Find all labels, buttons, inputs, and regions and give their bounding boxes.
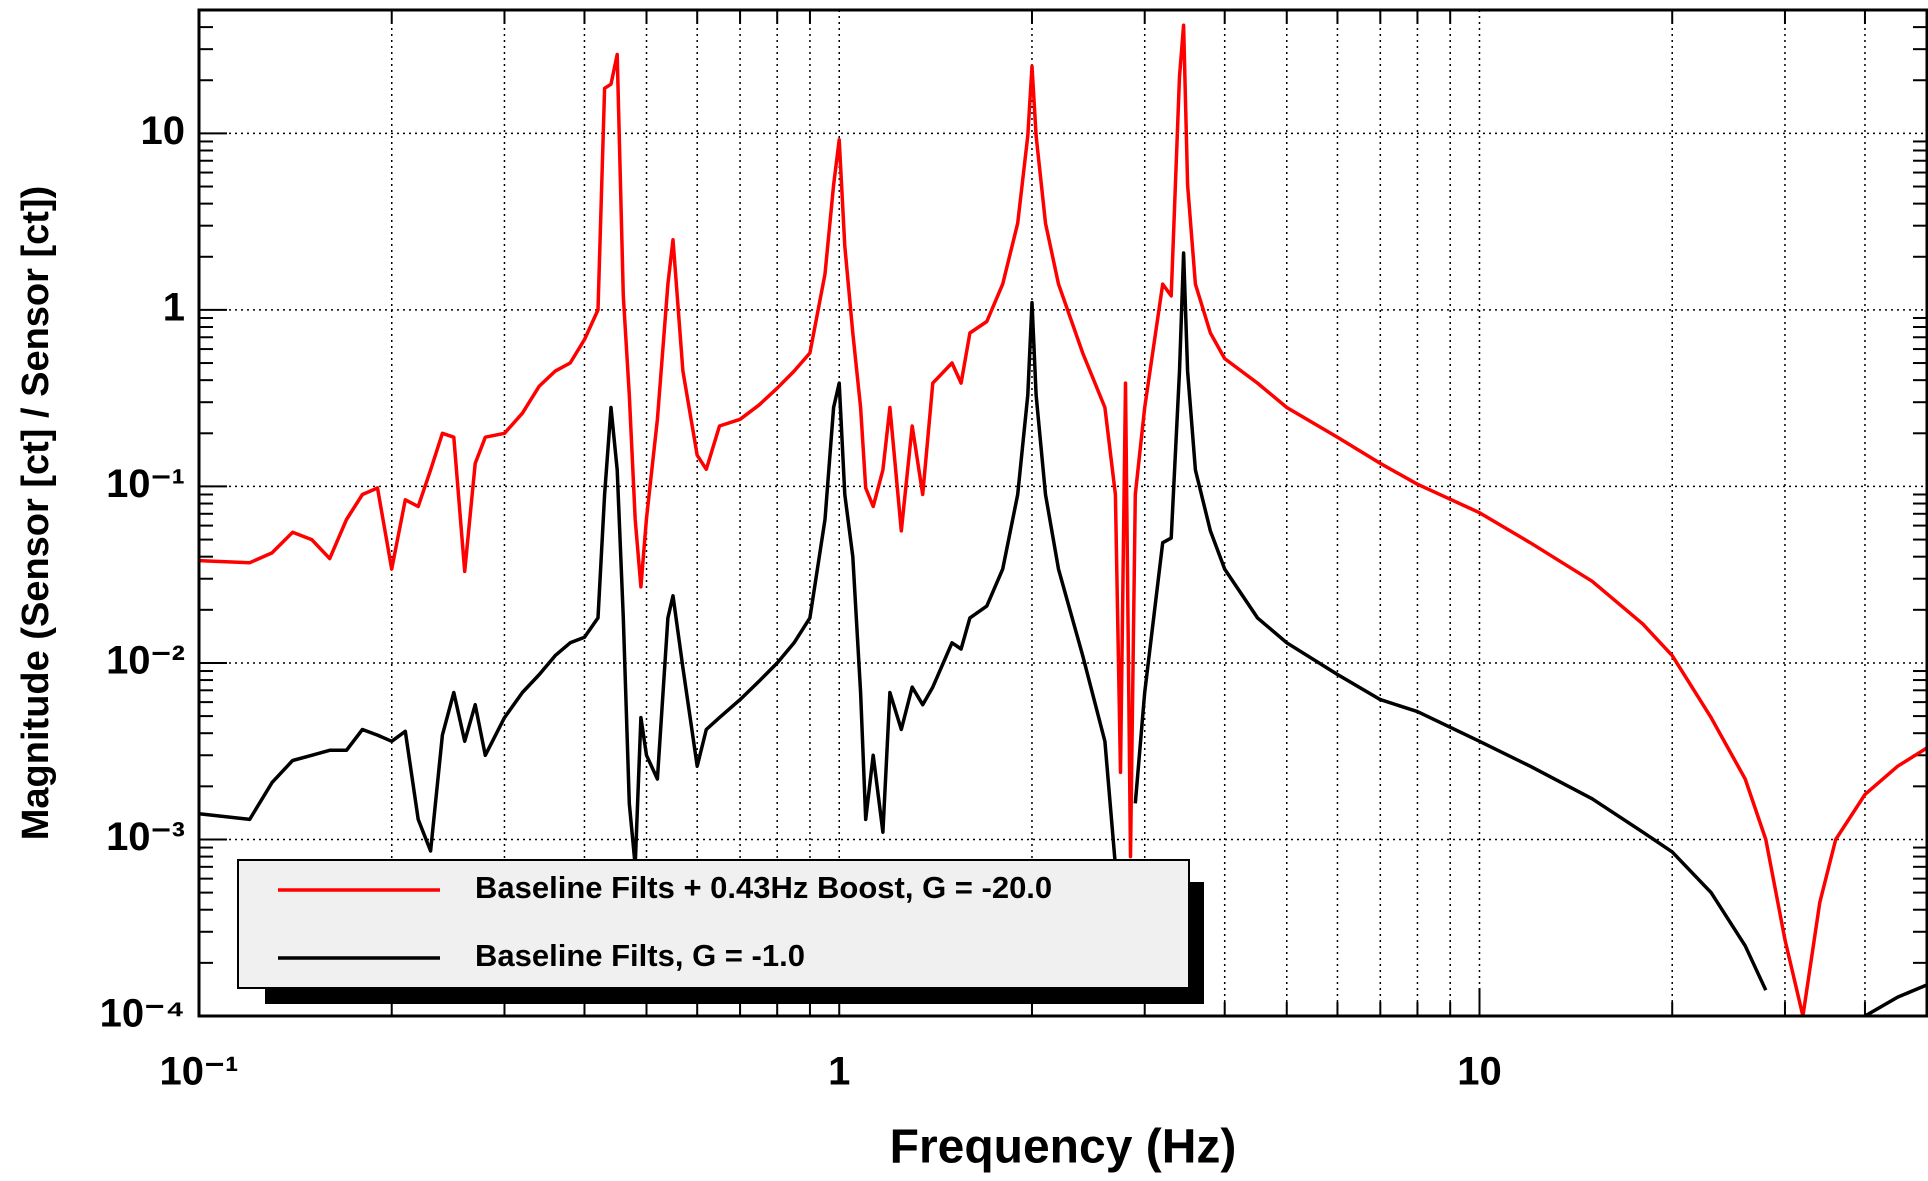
grid: [198, 9, 1928, 1017]
y-tick-label: 10⁻¹: [106, 462, 185, 506]
legend: Baseline Filts + 0.43Hz Boost, G = -20.0…: [237, 859, 1204, 1004]
legend-box: [237, 859, 1190, 989]
y-tick-label: 10⁻³: [106, 815, 185, 859]
legend-label: Baseline Filts, G = -1.0: [475, 938, 805, 973]
y-axis-title: Magnitude (Sensor [ct] / Sensor [ct]): [15, 186, 57, 840]
y-tick-label: 10: [141, 109, 186, 153]
plot-lines: [199, 23, 1927, 1016]
data-line: [199, 23, 1927, 1016]
data-line: [199, 251, 1927, 1016]
y-tick-label: 1: [163, 285, 185, 329]
x-tick-label: 10: [1457, 1050, 1502, 1094]
plot-frame: [197, 8, 1928, 1018]
y-tick-label: 10⁻²: [106, 639, 185, 683]
labels: 10⁻¹ 1 10 10⁻⁴ 10⁻³ 10⁻² 10⁻¹ 1 10: [100, 109, 1502, 1094]
legend-label: Baseline Filts + 0.43Hz Boost, G = -20.0: [475, 870, 1052, 905]
x-tick-label: 10⁻¹: [160, 1050, 239, 1094]
x-axis-title: Frequency (Hz): [890, 1121, 1237, 1174]
x-tick-label: 1: [828, 1050, 850, 1094]
y-tick-label: 10⁻⁴: [100, 992, 185, 1036]
